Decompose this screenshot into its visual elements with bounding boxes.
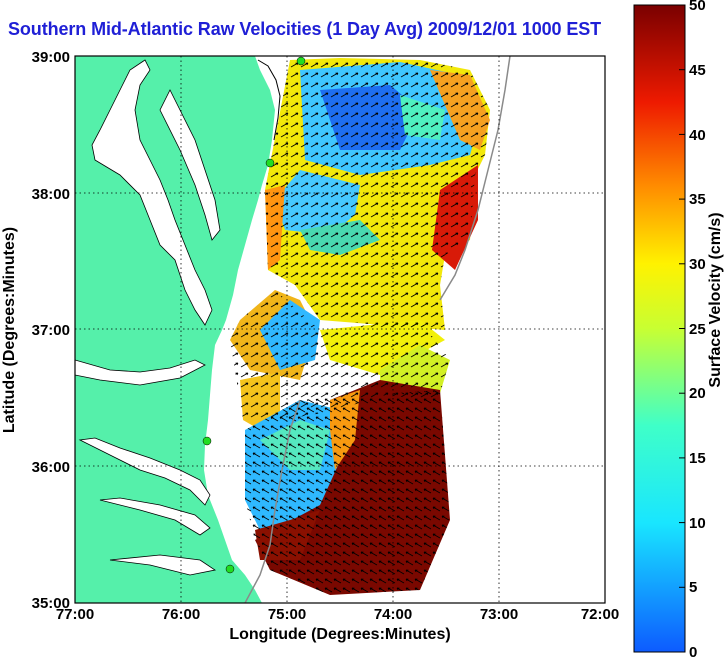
colorbar-tick-label: 10 [689, 515, 706, 532]
title-occluder [616, 14, 632, 44]
radar-stations [202, 56, 306, 574]
colorbar-tick-label: 30 [689, 256, 706, 273]
colorbar-tick-label: 50 [689, 0, 706, 14]
y-axis-label: Latitude (Degrees:Minutes) [1, 227, 18, 433]
station-marker [265, 158, 275, 168]
x-tick-label: 76:00 [162, 606, 200, 623]
x-tick-label: 77:00 [56, 606, 94, 623]
colorbar-tick-label: 45 [689, 62, 706, 79]
colorbar-label: Surface Velocity (cm/s) [707, 212, 724, 387]
x-tick-label: 73:00 [480, 606, 518, 623]
plot-frame [74, 55, 606, 604]
y-tick-label: 37:00 [32, 322, 70, 339]
shelf-contour [244, 56, 511, 603]
grid-lines [75, 56, 605, 603]
colorbar-tick-label: 40 [689, 127, 706, 144]
colorbar-tick-label: 15 [689, 450, 706, 467]
x-tick-label: 75:00 [268, 606, 306, 623]
y-tick-label: 38:00 [32, 186, 70, 203]
colorbar-gradient [633, 4, 686, 653]
x-tick-label: 72:00 [581, 606, 619, 623]
colorbar-tick-label: 20 [689, 385, 706, 402]
station-marker [296, 56, 306, 66]
x-tick-label: 74:00 [374, 606, 412, 623]
colorbar: 50 45 40 35 30 25 20 15 10 5 0 Surface V… [633, 0, 724, 659]
y-tick-label: 39:00 [32, 49, 70, 66]
station-marker [225, 564, 235, 574]
x-axis: 77:00 76:00 75:00 74:00 73:00 72:00 Long… [56, 606, 619, 643]
station-marker [202, 436, 212, 446]
colorbar-tick-label: 25 [689, 321, 706, 338]
velocity-field [230, 58, 490, 595]
map-title: Southern Mid-Atlantic Raw Velocities (1 … [8, 19, 602, 39]
colorbar-ticks [679, 4, 685, 653]
x-axis-label: Longitude (Degrees:Minutes) [229, 626, 450, 643]
y-tick-label: 36:00 [32, 459, 70, 476]
colorbar-tick-label: 35 [689, 191, 706, 208]
colorbar-tick-label: 0 [689, 644, 697, 659]
colorbar-tick-label: 5 [689, 579, 697, 596]
y-tick-label: 35:00 [32, 595, 70, 612]
y-axis: 39:00 38:00 37:00 36:00 35:00 Latitude (… [1, 49, 70, 612]
